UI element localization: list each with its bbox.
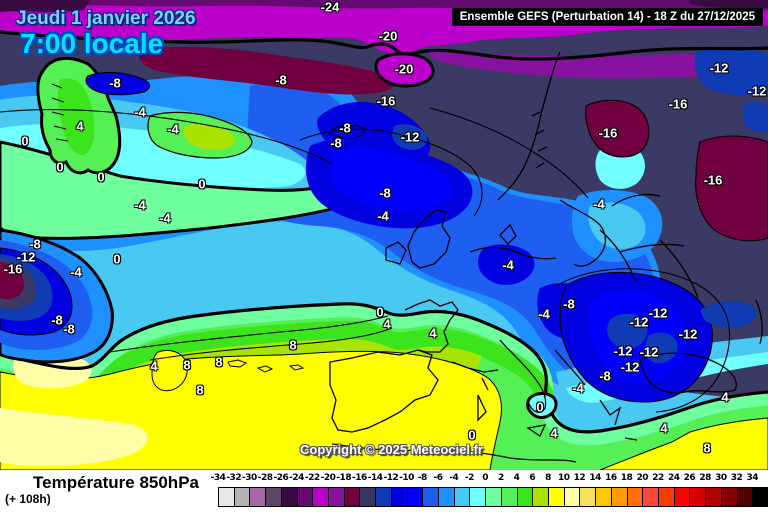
colorbar-tick: 32 bbox=[730, 473, 743, 483]
colorbar-tick: -8 bbox=[417, 473, 428, 483]
colorbar-tick: 20 bbox=[636, 473, 649, 483]
colorbar-cell bbox=[689, 487, 707, 507]
colorbar-cell bbox=[673, 487, 691, 507]
colorbar-tick: 14 bbox=[589, 473, 601, 483]
map-title: Température 850hPa bbox=[33, 473, 199, 492]
colorbar-tick: -18 bbox=[336, 473, 352, 483]
colorbar-tick: -22 bbox=[304, 473, 320, 483]
colorbar-cell bbox=[579, 487, 597, 507]
colorbar-cell bbox=[532, 487, 549, 507]
colorbar-tick: -28 bbox=[257, 473, 273, 483]
colorbar-cell bbox=[359, 487, 377, 507]
model-info-bar: Ensemble GEFS (Perturbation 14) - 18 Z d… bbox=[451, 8, 763, 26]
colorbar-cell bbox=[720, 487, 738, 507]
colorbar-tick: 8 bbox=[545, 473, 551, 483]
colorbar-cell bbox=[218, 487, 235, 507]
temperature-map: Jeudi 1 janvier 2026 7:00 locale Ensembl… bbox=[0, 0, 768, 470]
colorbar-cell bbox=[469, 487, 487, 507]
colorbar-cell bbox=[390, 487, 408, 507]
colorbar-tick: -24 bbox=[289, 473, 304, 483]
copyright-label: Copyright © 2025 Meteociel.fr bbox=[300, 442, 483, 457]
colorbar-tick: -10 bbox=[399, 473, 414, 483]
colorbar-tick: 18 bbox=[620, 473, 633, 483]
colorbar-cell bbox=[705, 487, 722, 507]
colorbar-cell bbox=[343, 487, 361, 507]
colorbar-cell bbox=[516, 487, 534, 507]
colorbar-cell bbox=[548, 487, 565, 507]
map-canvas bbox=[0, 0, 768, 470]
colorbar-tick: 12 bbox=[573, 473, 586, 483]
colorbar-tick: -14 bbox=[367, 473, 383, 483]
colorbar-tick: -30 bbox=[242, 473, 257, 483]
colorbar-cell bbox=[265, 487, 282, 507]
colorbar-tick: 2 bbox=[497, 473, 504, 483]
colorbar-tick: 4 bbox=[513, 473, 520, 483]
colorbar-tick: -4 bbox=[449, 473, 459, 483]
colorbar-tick: 30 bbox=[715, 473, 727, 483]
colorbar-tick: -6 bbox=[433, 473, 444, 483]
colorbar-cell bbox=[406, 487, 424, 507]
colorbar-tick: -12 bbox=[383, 473, 399, 483]
local-time-label: 7:00 locale bbox=[20, 28, 164, 59]
colorbar-cell bbox=[610, 487, 628, 507]
colorbar-tick: -2 bbox=[464, 473, 475, 483]
colorbar-cell bbox=[375, 487, 392, 507]
colorbar-tick: -16 bbox=[352, 473, 367, 483]
colorbar-cell bbox=[249, 487, 267, 507]
colorbar-tick: -34 bbox=[210, 473, 226, 483]
colorbar-tick: 26 bbox=[683, 473, 696, 483]
temperature-colorbar: -34 -32 -30 -28 -26 -24 -22 -20 -18 -16 -14 -12 -10-… bbox=[211, 470, 768, 512]
colorbar-cell bbox=[280, 487, 298, 507]
colorbar-cell bbox=[328, 487, 345, 507]
colorbar-tick: 24 bbox=[667, 473, 680, 483]
colorbar-cell bbox=[595, 487, 612, 507]
colorbar-cell bbox=[626, 487, 644, 507]
colorbar-cell bbox=[752, 487, 768, 507]
colorbar-cell bbox=[658, 487, 675, 507]
legend-footer: Température 850hPa (+ 108h) -34 -32 -30 -28… bbox=[0, 470, 768, 512]
colorbar-cell bbox=[312, 487, 329, 507]
colorbar-cell bbox=[233, 487, 251, 507]
colorbar-cell bbox=[736, 487, 754, 507]
colorbar-tick: 10 bbox=[557, 473, 570, 483]
colorbar-cell bbox=[485, 487, 502, 507]
colorbar-tick: 6 bbox=[529, 473, 536, 483]
date-label: Jeudi 1 janvier 2026 bbox=[16, 8, 196, 29]
colorbar-tick: 28 bbox=[699, 473, 711, 483]
colorbar-tick: 22 bbox=[652, 473, 664, 483]
colorbar-cell bbox=[500, 487, 518, 507]
colorbar-tick: 0 bbox=[482, 473, 489, 483]
colorbar-cell bbox=[642, 487, 659, 507]
colorbar-cell bbox=[453, 487, 471, 507]
colorbar-tick: -32 bbox=[226, 473, 242, 483]
colorbar-tick: -20 bbox=[320, 473, 336, 483]
colorbar-tick: 16 bbox=[605, 473, 617, 483]
colorbar-cell bbox=[296, 487, 314, 507]
colorbar-tick: 34 bbox=[746, 473, 759, 483]
colorbar-cell bbox=[438, 487, 455, 507]
colorbar-cell bbox=[563, 487, 581, 507]
colorbar-tick: -26 bbox=[273, 473, 289, 483]
colorbar-cell bbox=[422, 487, 439, 507]
forecast-hour: (+ 108h) bbox=[5, 492, 51, 506]
